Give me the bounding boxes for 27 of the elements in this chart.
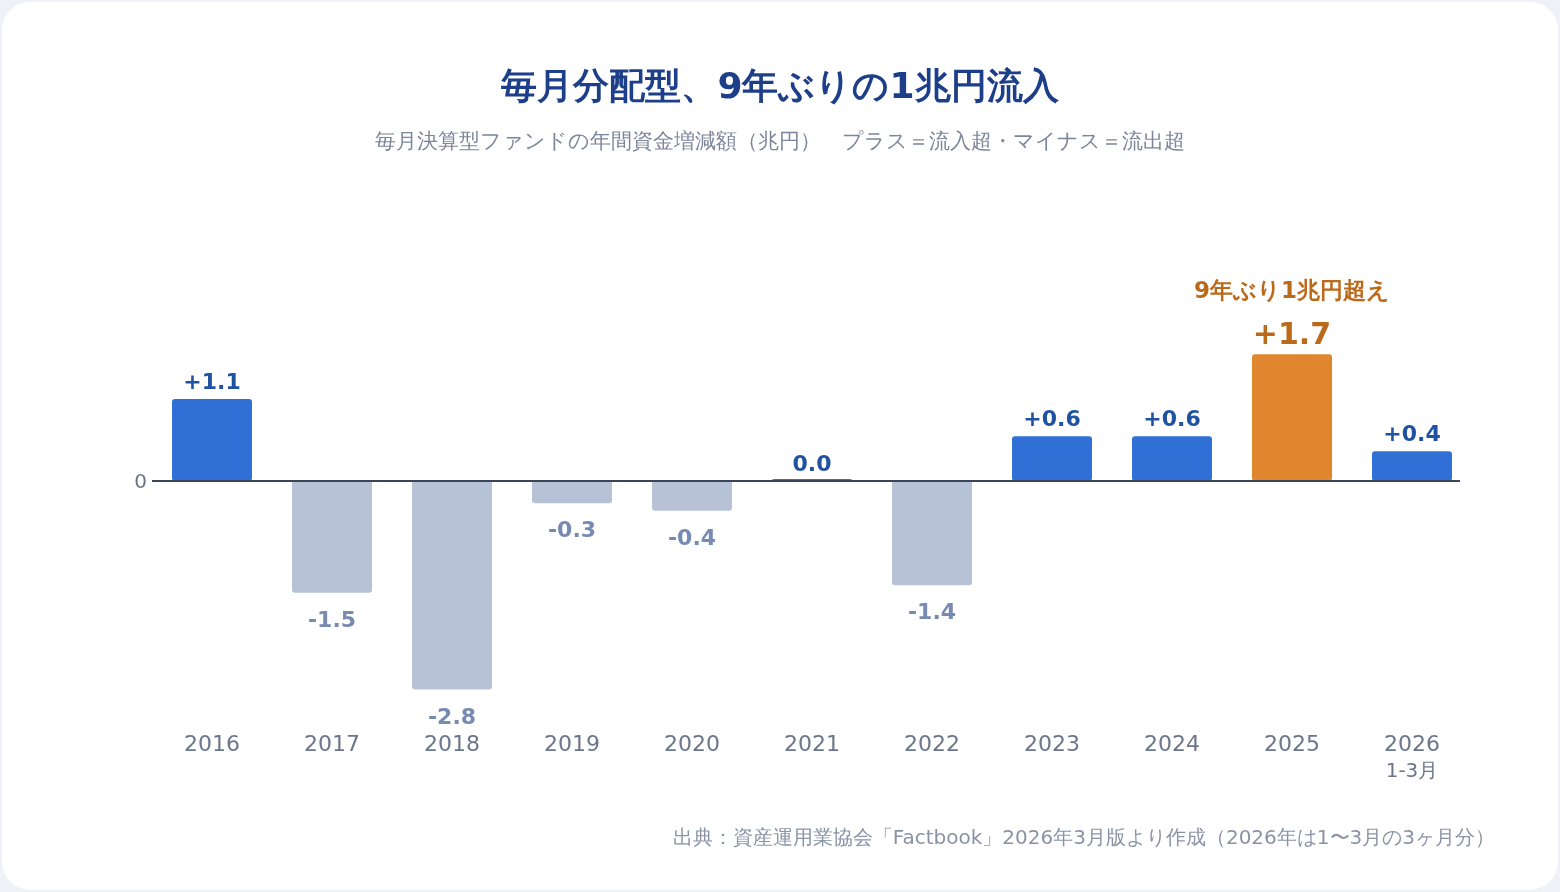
x-tick-label: 2022 <box>904 731 960 756</box>
x-tick-label: 2024 <box>1144 731 1200 756</box>
x-tick-label: 2026 1-3月 <box>1384 731 1440 782</box>
x-tick-label: 2025 <box>1264 731 1320 756</box>
text: 0 <box>134 469 147 493</box>
x-tick-label: 2023 <box>1024 731 1080 756</box>
data-label: -0.4 <box>667 524 717 550</box>
data-label: -2.8 <box>427 703 477 729</box>
data-label: +0.6 <box>1023 406 1081 432</box>
data-label: -1.5 <box>307 606 357 632</box>
data-label: +1.1 <box>183 369 241 395</box>
data-label: +0.6 <box>1143 406 1201 432</box>
source-note: 出典：資産運用業協会「Factbook」2026年3月版より作成（2026年は1〜3月の3ヶ月分） <box>672 825 1495 849</box>
chart-title: 毎月分配型、9年ぶりの1兆円流入 <box>500 65 1060 106</box>
x-tick-label: 2018 <box>424 731 480 756</box>
chart-subtitle: 毎月決算型ファンドの年間資金増減額（兆円） プラス＝流入超・マイナス＝流出超 <box>375 129 1185 153</box>
x-tick-label: 2019 <box>544 731 600 756</box>
data-label: +0.4 <box>1383 421 1441 447</box>
data-label: +1.7 <box>1252 316 1332 352</box>
data-label: -0.3 <box>547 517 597 543</box>
annotation: 9年ぶり1兆円超え <box>1193 277 1391 304</box>
data-label: -1.4 <box>907 599 957 625</box>
x-tick-label: 2020 <box>664 731 720 756</box>
x-tick-label: 2021 <box>784 731 840 756</box>
x-tick-label: 2017 <box>304 731 360 756</box>
x-tick-label: 2016 <box>184 731 240 756</box>
data-label: 0.0 <box>792 451 832 476</box>
